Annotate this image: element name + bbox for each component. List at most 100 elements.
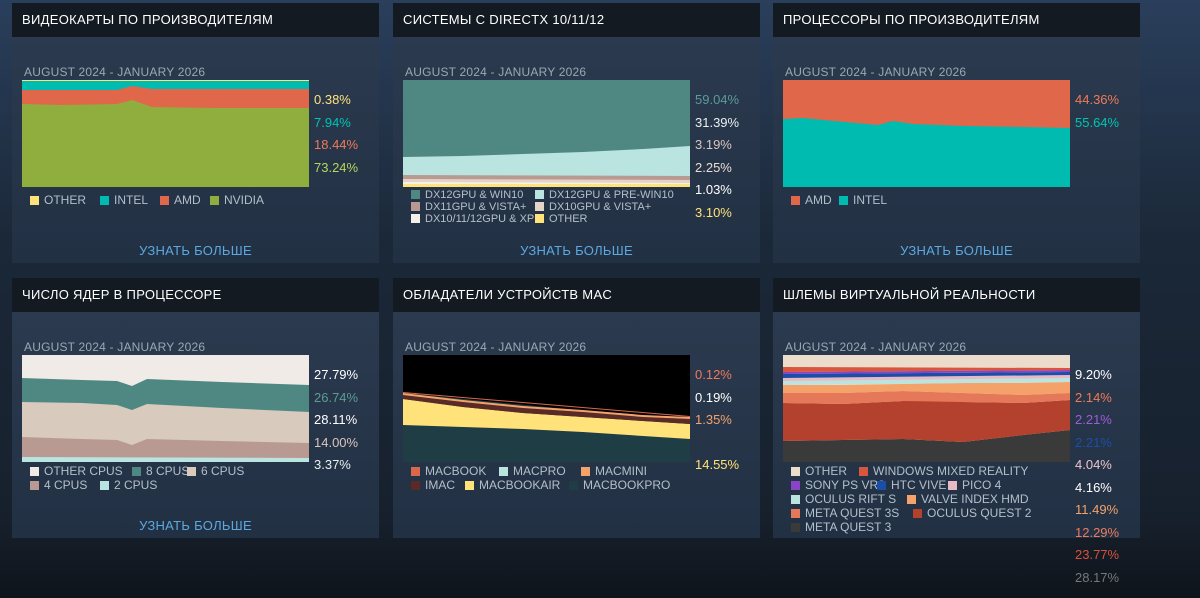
legend-item: OTHER bbox=[30, 193, 86, 207]
percent-value: 2.21% bbox=[1075, 412, 1112, 427]
card-body: AUGUST 2024 - JANUARY 2026 44.36% 55.64% … bbox=[773, 37, 1140, 263]
percent-value: 2.14% bbox=[1075, 389, 1112, 405]
area-chart bbox=[22, 355, 309, 462]
learn-more-link[interactable]: УЗНАТЬ БОЛЬШЕ bbox=[139, 518, 252, 533]
area-chart bbox=[22, 80, 309, 187]
legend-label: OTHER bbox=[549, 213, 588, 225]
legend-label: MACBOOK bbox=[425, 464, 487, 478]
legend-swatch bbox=[791, 196, 800, 205]
legend-item: DX12GPU & PRE-WIN10 bbox=[535, 189, 674, 201]
percent-value: 0.38% bbox=[314, 92, 351, 107]
legend-item: MACBOOKPRO bbox=[569, 478, 670, 492]
card-title: ШЛЕМЫ ВИРТУАЛЬНОЙ РЕАЛЬНОСТИ bbox=[773, 278, 1140, 312]
legend-swatch bbox=[411, 214, 420, 223]
percent-value: 2.25% bbox=[695, 159, 732, 175]
legend-item: DX12GPU & WIN10 bbox=[411, 189, 523, 201]
legend-item: OTHER CPUS bbox=[30, 464, 123, 478]
card-directx: СИСТЕМЫ С DIRECTX 10/11/12 AUGUST 2024 -… bbox=[393, 3, 760, 263]
legend-item: 2 CPUS bbox=[100, 478, 157, 492]
percent-value: 73.24% bbox=[314, 159, 359, 175]
card-gpu-vendors: ВИДЕОКАРТЫ ПО ПРОИЗВОДИТЕЛЯМ AUGUST 2024… bbox=[12, 3, 379, 263]
legend-label: DX11GPU & VISTA+ bbox=[425, 201, 527, 213]
percent-value: 1.03% bbox=[695, 182, 732, 197]
legend-label: OCULUS QUEST 2 bbox=[927, 506, 1032, 520]
percent-value: 11.49% bbox=[1075, 502, 1119, 517]
percent-value: 4.16% bbox=[1075, 479, 1112, 495]
percent-value: 9.20% bbox=[1075, 367, 1112, 382]
legend-item: NVIDIA bbox=[210, 193, 264, 207]
legend-label: HTC VIVE bbox=[891, 478, 947, 492]
legend-swatch bbox=[791, 467, 800, 476]
learn-more-link[interactable]: УЗНАТЬ БОЛЬШЕ bbox=[139, 243, 252, 258]
legend-swatch bbox=[30, 467, 39, 476]
legend-label: MACMINI bbox=[595, 464, 647, 478]
legend-label: MACBOOKAIR bbox=[479, 478, 561, 492]
percent-value: 26.74% bbox=[314, 389, 359, 405]
percent-value: 7.94% bbox=[314, 114, 351, 130]
percent-value: 3.19% bbox=[695, 137, 732, 152]
percent-value: 23.77% bbox=[1075, 547, 1120, 562]
percent-value: 55.64% bbox=[1075, 114, 1120, 130]
period-label: AUGUST 2024 - JANUARY 2026 bbox=[405, 65, 587, 79]
legend-swatch bbox=[907, 495, 916, 504]
legend-label: MACPRO bbox=[513, 464, 566, 478]
learn-more-link[interactable]: УЗНАТЬ БОЛЬШЕ bbox=[900, 243, 1013, 258]
legend-label: INTEL bbox=[114, 193, 149, 207]
legend-label: DX12GPU & PRE-WIN10 bbox=[549, 189, 674, 201]
legend-label: PICO 4 bbox=[962, 478, 1002, 492]
legend-swatch bbox=[839, 196, 848, 205]
legend-swatch bbox=[791, 481, 800, 490]
percent-value: 12.29% bbox=[1075, 524, 1120, 540]
legend-swatch bbox=[465, 481, 474, 490]
legend-label: META QUEST 3S bbox=[805, 506, 900, 520]
legend-item: MACBOOK bbox=[411, 464, 486, 478]
legend-item: OCULUS RIFT S bbox=[791, 492, 896, 506]
legend-label: AMD bbox=[805, 193, 832, 207]
legend-label: DX12GPU & WIN10 bbox=[425, 189, 524, 201]
legend-swatch bbox=[30, 481, 39, 490]
percent-value: 0.19% bbox=[695, 389, 732, 405]
percent-value: 14.00% bbox=[314, 434, 359, 450]
card-title: СИСТЕМЫ С DIRECTX 10/11/12 bbox=[393, 3, 760, 37]
area-chart bbox=[783, 355, 1070, 462]
legend-swatch bbox=[913, 509, 922, 518]
percent-value: 0.12% bbox=[695, 367, 732, 382]
legend-swatch bbox=[411, 190, 420, 199]
legend-swatch bbox=[791, 523, 800, 532]
legend-item: IMAC bbox=[411, 478, 455, 492]
period-label: AUGUST 2024 - JANUARY 2026 bbox=[24, 340, 206, 354]
legend-swatch bbox=[411, 481, 420, 490]
legend-label: META QUEST 3 bbox=[805, 520, 892, 534]
legend-swatch bbox=[569, 481, 578, 490]
percent-value: 3.10% bbox=[695, 204, 732, 220]
legend-item: INTEL bbox=[100, 193, 148, 207]
legend-swatch bbox=[535, 202, 544, 211]
legend-swatch bbox=[187, 467, 196, 476]
legend-item: DX11GPU & VISTA+ bbox=[411, 201, 526, 213]
legend-swatch bbox=[499, 467, 508, 476]
percent-value: 28.17% bbox=[1075, 569, 1120, 585]
legend-label: MACBOOKPRO bbox=[583, 478, 671, 492]
legend-swatch bbox=[948, 481, 957, 490]
legend-label: IMAC bbox=[425, 478, 455, 492]
legend-item: 8 CPUS bbox=[132, 464, 189, 478]
legend-swatch bbox=[535, 214, 544, 223]
legend-swatch bbox=[877, 481, 886, 490]
legend-swatch bbox=[535, 190, 544, 199]
percent-value: 59.04% bbox=[695, 92, 740, 107]
legend-label: OCULUS RIFT S bbox=[805, 492, 897, 506]
legend-label: WINDOWS MIXED REALITY bbox=[873, 464, 1029, 478]
learn-more-link[interactable]: УЗНАТЬ БОЛЬШЕ bbox=[520, 243, 633, 258]
percent-value: 3.37% bbox=[314, 457, 351, 472]
percent-value: 31.39% bbox=[695, 114, 740, 130]
legend-item: OTHER bbox=[791, 464, 847, 478]
legend-swatch bbox=[100, 481, 109, 490]
period-label: AUGUST 2024 - JANUARY 2026 bbox=[785, 340, 967, 354]
legend-label: SONY PS VR2 bbox=[805, 478, 885, 492]
legend-label: OTHER CPUS bbox=[44, 464, 123, 478]
legend-item: META QUEST 3S bbox=[791, 506, 899, 520]
legend-item: MACPRO bbox=[499, 464, 566, 478]
legend-label: NVIDIA bbox=[224, 193, 265, 207]
legend-label: INTEL bbox=[853, 193, 888, 207]
card-title: ОБЛАДАТЕЛИ УСТРОЙСТВ MAC bbox=[393, 278, 760, 312]
